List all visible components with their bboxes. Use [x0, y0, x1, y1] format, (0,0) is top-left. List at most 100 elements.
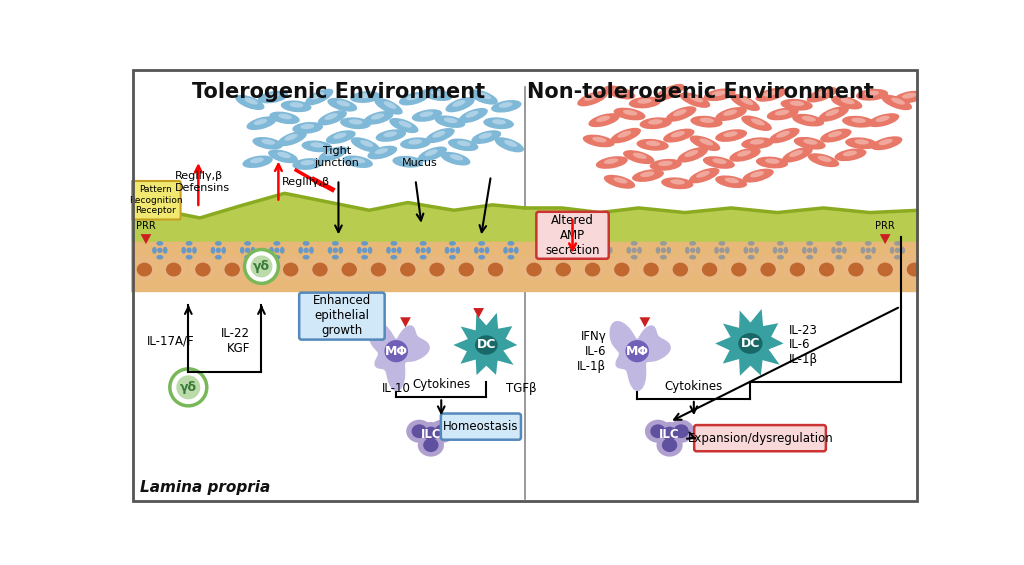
Ellipse shape: [364, 111, 393, 125]
Ellipse shape: [835, 149, 866, 161]
Ellipse shape: [689, 95, 703, 102]
Ellipse shape: [807, 87, 838, 102]
Ellipse shape: [426, 247, 431, 254]
Ellipse shape: [251, 247, 255, 254]
Ellipse shape: [608, 247, 612, 254]
Ellipse shape: [689, 168, 720, 184]
Text: Pattern
Recognition
Receptor: Pattern Recognition Receptor: [129, 185, 182, 215]
Ellipse shape: [882, 95, 912, 110]
Ellipse shape: [303, 241, 309, 246]
Ellipse shape: [601, 241, 608, 246]
Ellipse shape: [864, 91, 879, 96]
Ellipse shape: [185, 255, 193, 259]
Polygon shape: [640, 318, 650, 327]
Text: Tight
junction: Tight junction: [314, 146, 359, 168]
Ellipse shape: [550, 256, 578, 280]
Ellipse shape: [318, 146, 348, 162]
Ellipse shape: [449, 241, 456, 246]
Ellipse shape: [221, 247, 226, 254]
Ellipse shape: [830, 95, 862, 110]
Ellipse shape: [301, 141, 332, 152]
Ellipse shape: [375, 148, 388, 154]
Ellipse shape: [894, 91, 926, 103]
Ellipse shape: [170, 369, 207, 406]
Ellipse shape: [713, 158, 727, 164]
Ellipse shape: [423, 438, 438, 452]
Ellipse shape: [449, 138, 478, 151]
Text: DC: DC: [476, 338, 496, 351]
Text: DC: DC: [740, 337, 760, 350]
Ellipse shape: [423, 256, 451, 280]
Ellipse shape: [725, 247, 730, 254]
Ellipse shape: [459, 263, 474, 276]
Ellipse shape: [407, 420, 432, 443]
Ellipse shape: [245, 98, 258, 105]
Ellipse shape: [756, 88, 786, 102]
Ellipse shape: [457, 141, 471, 146]
Ellipse shape: [703, 88, 735, 101]
Text: TGFβ: TGFβ: [506, 382, 537, 395]
Ellipse shape: [632, 170, 664, 182]
Ellipse shape: [418, 146, 447, 162]
Ellipse shape: [339, 247, 343, 254]
Ellipse shape: [725, 177, 739, 183]
Ellipse shape: [589, 113, 620, 127]
Ellipse shape: [471, 131, 502, 144]
Ellipse shape: [376, 129, 407, 142]
Ellipse shape: [254, 119, 267, 125]
Ellipse shape: [813, 256, 841, 280]
Ellipse shape: [520, 256, 548, 280]
Ellipse shape: [153, 247, 157, 254]
Ellipse shape: [696, 171, 710, 178]
Ellipse shape: [902, 93, 916, 98]
Ellipse shape: [585, 94, 598, 101]
Ellipse shape: [478, 133, 493, 139]
Ellipse shape: [306, 256, 334, 280]
Ellipse shape: [273, 241, 281, 246]
Ellipse shape: [265, 93, 280, 98]
Ellipse shape: [481, 256, 509, 280]
Ellipse shape: [613, 177, 628, 184]
Ellipse shape: [412, 424, 427, 438]
Ellipse shape: [218, 256, 246, 280]
Ellipse shape: [860, 247, 865, 254]
Ellipse shape: [389, 118, 419, 133]
Ellipse shape: [740, 97, 754, 105]
Ellipse shape: [667, 256, 694, 280]
Ellipse shape: [326, 131, 355, 144]
Ellipse shape: [818, 106, 849, 121]
Ellipse shape: [317, 110, 347, 125]
Ellipse shape: [775, 110, 790, 115]
Ellipse shape: [484, 247, 489, 254]
Ellipse shape: [285, 134, 298, 141]
Ellipse shape: [449, 255, 456, 259]
Ellipse shape: [684, 150, 698, 157]
Ellipse shape: [340, 118, 371, 129]
Ellipse shape: [358, 93, 372, 98]
Ellipse shape: [668, 420, 694, 443]
Ellipse shape: [224, 263, 240, 276]
Ellipse shape: [631, 241, 638, 246]
Ellipse shape: [351, 137, 380, 153]
Ellipse shape: [309, 247, 313, 254]
Ellipse shape: [891, 98, 905, 105]
Text: Cytokines: Cytokines: [665, 380, 723, 393]
Polygon shape: [609, 321, 671, 391]
Ellipse shape: [499, 102, 513, 108]
Ellipse shape: [333, 133, 346, 139]
Ellipse shape: [281, 101, 311, 112]
Ellipse shape: [368, 146, 397, 159]
Ellipse shape: [240, 247, 245, 254]
Ellipse shape: [662, 438, 677, 452]
Ellipse shape: [659, 255, 667, 259]
Ellipse shape: [602, 247, 607, 253]
Ellipse shape: [699, 118, 714, 123]
Text: IL-23
IL-6
IL-1β: IL-23 IL-6 IL-1β: [788, 324, 818, 367]
Ellipse shape: [328, 247, 333, 254]
Ellipse shape: [332, 255, 339, 259]
Ellipse shape: [508, 255, 514, 259]
Ellipse shape: [336, 256, 364, 280]
Ellipse shape: [755, 247, 759, 254]
Ellipse shape: [131, 256, 159, 280]
Ellipse shape: [604, 175, 635, 189]
